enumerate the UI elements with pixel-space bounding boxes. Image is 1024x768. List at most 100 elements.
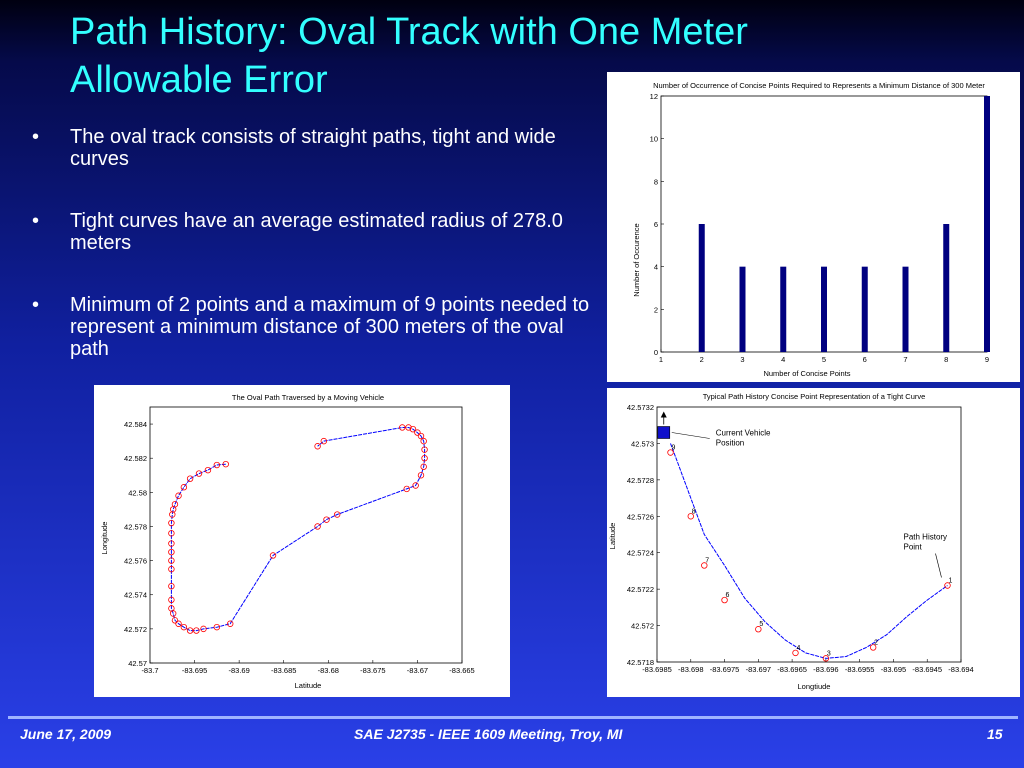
vehicle-annotation-line1: Current Vehicle	[716, 429, 771, 438]
oval-xtick-label: -83.695	[182, 666, 207, 675]
bullet-dot: •	[32, 294, 40, 316]
oval-ylabel: Longitude	[100, 522, 109, 555]
oval-path-point	[168, 596, 175, 604]
tight-curve-chart-panel: Typical Path History Concise Point Repre…	[607, 388, 1020, 697]
histogram-ytick-label: 4	[654, 263, 658, 272]
tight-curve-chart: Typical Path History Concise Point Repre…	[608, 392, 974, 691]
bullet-item: • Minimum of 2 points and a maximum of 9 …	[30, 294, 595, 360]
curve-xtick-label: -83.6945	[912, 665, 942, 674]
curve-point-label: 2	[874, 639, 878, 646]
oval-path-point	[314, 443, 321, 450]
oval-path-point	[175, 620, 182, 627]
vehicle-annotation-line2: Position	[716, 439, 744, 448]
oval-ytick-label: 42.574	[124, 591, 147, 600]
oval-xtick-label: -83.685	[271, 666, 296, 675]
oval-path-point	[417, 472, 425, 479]
curve-xtick-label: -83.6975	[710, 665, 740, 674]
oval-path-point	[168, 519, 175, 527]
oval-xtick-label: -83.68	[318, 666, 339, 675]
curve-xtick-label: -83.695	[881, 665, 906, 674]
bullet-text: Minimum of 2 points and a maximum of 9 p…	[70, 294, 590, 360]
footer-page-number: 15	[987, 726, 1003, 742]
bullet-item: • Tight curves have an average estimated …	[30, 210, 595, 254]
curve-xlabel: Longtiude	[798, 682, 831, 691]
histogram-xtick-label: 5	[822, 355, 826, 364]
oval-ytick-label: 42.576	[124, 557, 147, 566]
oval-path-point	[195, 470, 203, 477]
curve-point-label: 9	[672, 445, 676, 452]
point-annotation-pointer	[935, 553, 942, 578]
histogram-chart: Number of Occurrence of Concise Points R…	[632, 81, 990, 378]
oval-path-point	[420, 437, 427, 445]
oval-path-point	[409, 425, 417, 433]
curve-concise-point	[667, 449, 674, 456]
oval-path-line	[170, 427, 426, 632]
current-vehicle-marker	[657, 426, 671, 439]
oval-path-point	[421, 454, 428, 462]
curve-concise-point	[721, 596, 728, 604]
point-annotation-line1: Path History	[903, 533, 947, 542]
oval-path-point	[193, 627, 200, 634]
curve-ytick-label: 42.572	[631, 622, 654, 631]
curve-ytick-label: 42.5718	[627, 658, 654, 667]
curve-xtick-label: -83.696	[813, 665, 838, 674]
vehicle-heading-arrowhead	[660, 411, 667, 418]
curve-concise-point	[792, 649, 799, 657]
histogram-ytick-label: 6	[654, 220, 658, 229]
histogram-bar	[780, 266, 787, 352]
curve-ylabel: Latitude	[608, 523, 617, 550]
oval-path-point	[168, 565, 175, 573]
curve-point-label: 7	[705, 557, 709, 564]
histogram-xtick-label: 8	[944, 355, 948, 364]
oval-title: The Oval Path Traversed by a Moving Vehi…	[232, 393, 384, 402]
histogram-bar	[739, 266, 746, 352]
oval-ytick-label: 42.584	[124, 420, 147, 429]
oval-ytick-label: 42.578	[124, 522, 147, 531]
oval-path-point	[417, 432, 425, 440]
footer-event: SAE J2735 - IEEE 1609 Meeting, Troy, MI	[354, 726, 623, 742]
oval-path-point	[171, 617, 179, 624]
point-annotation-line2: Point	[903, 543, 922, 552]
curve-point-label: 1	[948, 578, 952, 585]
oval-path-point	[314, 523, 321, 530]
bullet-list: • The oval track consists of straight pat…	[30, 126, 595, 400]
histogram-ytick-label: 10	[650, 135, 658, 144]
oval-path-point	[405, 424, 412, 431]
oval-path-point	[403, 485, 410, 493]
oval-path-point	[186, 627, 194, 634]
oval-path-point	[399, 424, 406, 431]
histogram-bar	[902, 266, 909, 352]
curve-xtick-label: -83.694	[948, 665, 973, 674]
bullet-item: • The oval track consists of straight pat…	[30, 126, 595, 170]
oval-path-point	[323, 516, 330, 523]
oval-path-point	[414, 429, 421, 436]
histogram-bar	[698, 224, 705, 352]
curve-concise-point	[822, 655, 830, 662]
curve-ytick-label: 42.5726	[627, 512, 654, 521]
curve-xtick-label: -83.697	[746, 665, 771, 674]
curve-point-label: 8	[692, 508, 696, 515]
oval-ytick-label: 42.58	[128, 488, 147, 497]
curve-ytick-label: 42.5728	[627, 476, 654, 485]
oval-path-point	[269, 552, 277, 559]
oval-plot-frame	[149, 406, 463, 664]
histogram-bar	[943, 224, 950, 352]
oval-path-point	[420, 463, 427, 470]
histogram-xtick-label: 3	[740, 355, 744, 364]
footer-date: June 17, 2009	[20, 726, 112, 742]
histogram-bar	[861, 266, 868, 352]
curve-xtick-label: -83.6965	[777, 665, 807, 674]
oval-path-point	[168, 530, 175, 537]
oval-path-point	[320, 437, 328, 445]
curve-concise-point	[701, 562, 708, 569]
curve-point-label: 3	[827, 650, 831, 657]
oval-xtick-label: -83.67	[407, 666, 428, 675]
vehicle-annotation-pointer	[671, 432, 710, 439]
histogram-xtick-label: 4	[781, 355, 785, 364]
curve-ytick-label: 42.5724	[627, 549, 654, 558]
oval-path-point	[213, 623, 221, 631]
bullet-dot: •	[32, 210, 40, 232]
oval-path-point	[213, 461, 221, 469]
histogram-title: Number of Occurrence of Concise Points R…	[653, 81, 985, 90]
curve-ytick-label: 42.5722	[627, 585, 654, 594]
